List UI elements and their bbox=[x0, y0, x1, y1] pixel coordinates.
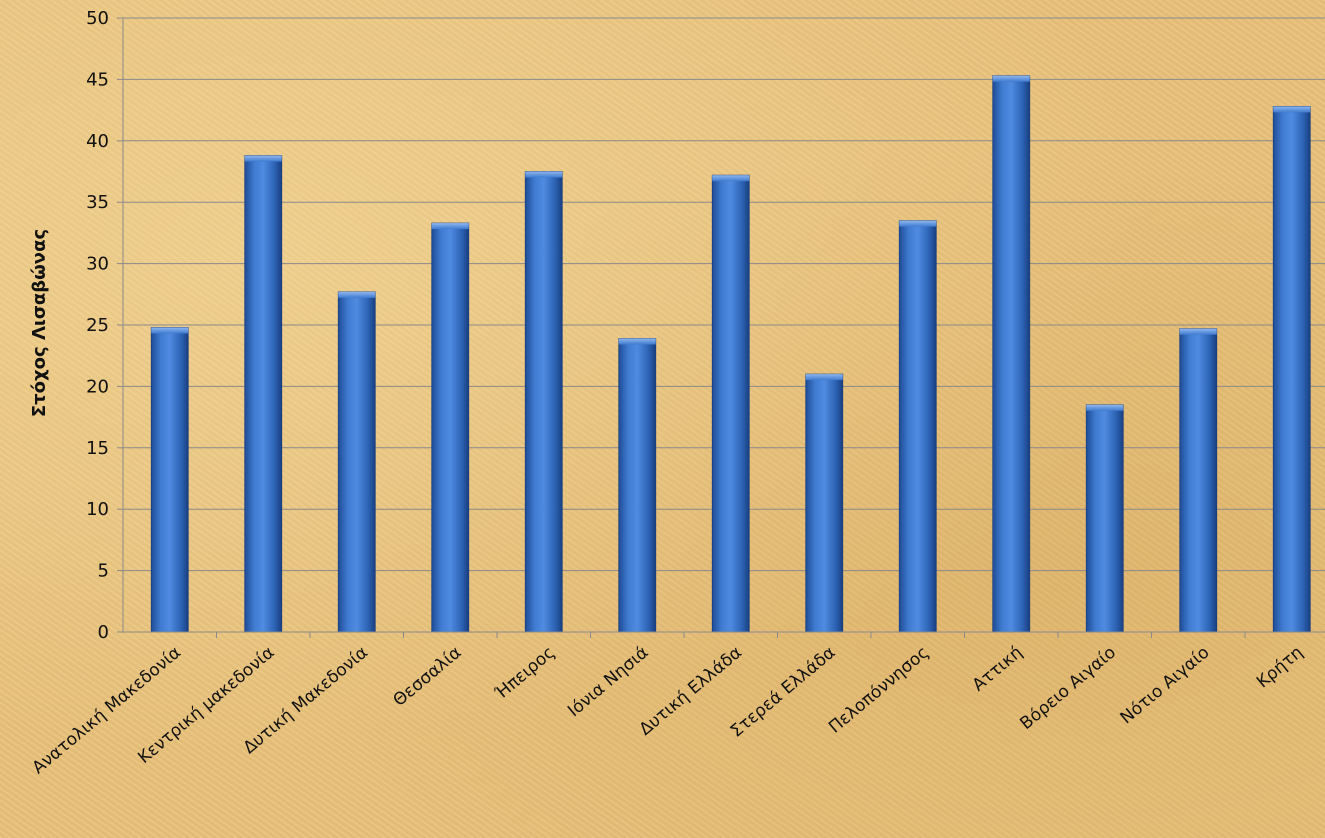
y-tick-label: 0 bbox=[98, 622, 109, 643]
y-tick-label: 20 bbox=[86, 376, 109, 397]
bar-body bbox=[150, 327, 189, 633]
bar bbox=[1179, 328, 1218, 633]
bar bbox=[805, 373, 844, 633]
bar-cap bbox=[1273, 106, 1311, 113]
bar-body bbox=[524, 171, 563, 633]
y-axis-title: Στόχος Λισαβώνας bbox=[29, 229, 50, 417]
y-tick-label: 50 bbox=[86, 8, 109, 29]
category-label: Ανατολική Μακεδονία bbox=[29, 643, 185, 779]
bar-cap bbox=[992, 75, 1030, 82]
y-tick-label: 10 bbox=[86, 499, 109, 520]
bar bbox=[1085, 404, 1124, 633]
bar bbox=[244, 155, 283, 633]
bar bbox=[431, 222, 470, 633]
bar-cap bbox=[431, 223, 469, 230]
bar-cap bbox=[712, 175, 750, 182]
category-label: Αττική bbox=[969, 643, 1027, 696]
bar bbox=[337, 291, 376, 633]
bar-body bbox=[618, 338, 657, 633]
bar-cap bbox=[805, 374, 843, 381]
category-label: Νότιο Αιγαίο bbox=[1117, 643, 1214, 729]
bar-body bbox=[805, 373, 844, 633]
bar-body bbox=[1179, 328, 1218, 633]
bars bbox=[150, 75, 1311, 633]
bar bbox=[618, 338, 657, 633]
y-tick-label: 35 bbox=[86, 192, 109, 213]
bar bbox=[524, 171, 563, 633]
bar-body bbox=[711, 174, 750, 633]
category-label: Βόρειο Αιγαίο bbox=[1016, 643, 1120, 734]
y-tick-labels: 0 5 10 15 20 25 30 35 40 45 50 bbox=[86, 8, 109, 643]
y-tick-label: 15 bbox=[86, 438, 109, 459]
axes bbox=[122, 18, 1325, 638]
y-tick-label: 40 bbox=[86, 131, 109, 152]
bar bbox=[992, 75, 1031, 633]
bar bbox=[711, 174, 750, 633]
bar-body bbox=[1085, 404, 1124, 633]
bar-cap bbox=[899, 220, 937, 227]
bar-cap bbox=[151, 327, 189, 334]
bar-cap bbox=[618, 338, 656, 345]
bar bbox=[1272, 106, 1311, 633]
bar-body bbox=[431, 222, 470, 633]
category-label: Πελοπόννησος bbox=[825, 643, 933, 738]
bar-cap bbox=[338, 291, 376, 298]
category-label: Ήπειρος bbox=[491, 643, 559, 705]
y-tick-label: 25 bbox=[86, 315, 109, 336]
y-tick-label: 45 bbox=[86, 69, 109, 90]
bar-body bbox=[337, 291, 376, 633]
bar-body bbox=[1272, 106, 1311, 633]
category-label: Θεσσαλία bbox=[390, 643, 466, 711]
category-label: Ιόνια Νησιά bbox=[564, 643, 652, 722]
bar bbox=[898, 220, 937, 633]
y-tick-label: 5 bbox=[98, 561, 109, 582]
bar-body bbox=[244, 155, 283, 633]
bar-cap bbox=[1086, 404, 1124, 411]
bar-cap bbox=[525, 171, 563, 178]
bar bbox=[150, 327, 189, 633]
bar-cap bbox=[244, 155, 282, 162]
bar-body bbox=[992, 75, 1031, 633]
bar-body bbox=[898, 220, 937, 633]
y-tick-label: 30 bbox=[86, 254, 109, 275]
category-label: Κρήτη bbox=[1253, 643, 1307, 693]
bar-cap bbox=[1179, 328, 1217, 335]
